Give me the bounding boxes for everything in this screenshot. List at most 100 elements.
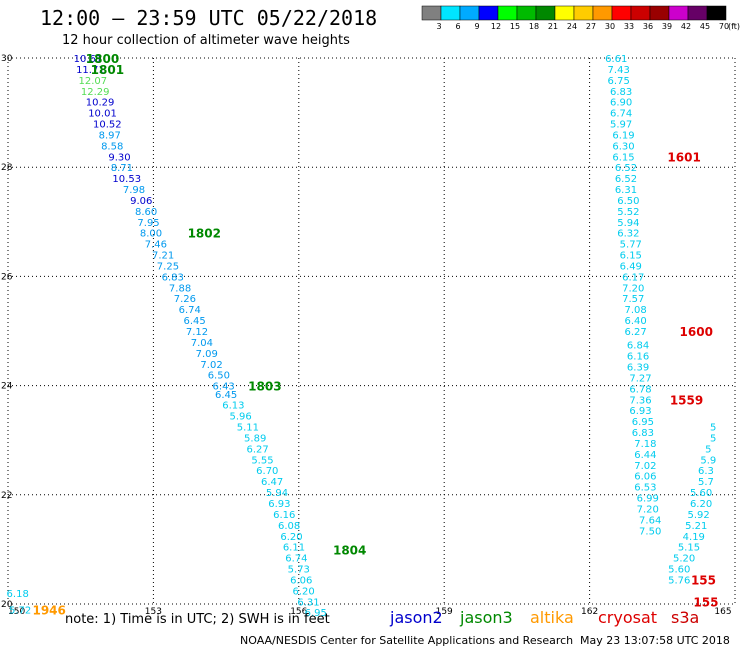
wave-height-point: 6.20 bbox=[293, 586, 315, 597]
pass-time-label: 155 bbox=[691, 573, 716, 587]
color-scale-label: 3 bbox=[436, 22, 441, 31]
wave-height-point: 6.16 bbox=[273, 510, 295, 521]
color-swatch bbox=[573, 5, 594, 21]
wave-height-point: 5 bbox=[710, 423, 716, 434]
color-scale-label: 42 bbox=[681, 22, 691, 31]
wave-height-point: 6.45 bbox=[183, 316, 205, 327]
wave-height-point: 10.29 bbox=[86, 98, 115, 109]
wave-height-point: 6.27 bbox=[625, 327, 647, 338]
wave-height-point: 8.00 bbox=[140, 229, 162, 240]
wave-height-point: 5.20 bbox=[673, 554, 695, 565]
color-scale-label: 9 bbox=[474, 22, 479, 31]
wave-height-point: 6.13 bbox=[222, 401, 244, 412]
wave-height-point: 6.83 bbox=[162, 272, 184, 283]
wave-height-point: 10.01 bbox=[88, 109, 117, 120]
x-tick-label: 150 bbox=[8, 607, 25, 617]
pass-time-label: 155 bbox=[693, 595, 718, 609]
y-tick-label: 24 bbox=[1, 382, 13, 392]
wave-height-point: 7.20 bbox=[622, 283, 644, 294]
wave-height-point: 10.52 bbox=[93, 120, 122, 131]
satellite-legend-altika: altika bbox=[530, 608, 574, 627]
pass-time-label: 1946 bbox=[32, 603, 65, 617]
wave-height-point: 7.46 bbox=[145, 240, 167, 251]
pass-time-label: 1800 bbox=[86, 52, 119, 66]
wave-height-point: 6.44 bbox=[634, 450, 656, 461]
wave-height-point: 10.53 bbox=[112, 174, 141, 185]
wave-height-point: 5.9 bbox=[700, 455, 716, 466]
x-tick-label: 162 bbox=[581, 607, 598, 617]
color-swatch bbox=[535, 5, 556, 21]
color-swatch bbox=[440, 5, 461, 21]
wave-height-point: 6.27 bbox=[246, 444, 268, 455]
wave-height-labels: 10.6111.7112.0712.2910.2910.0110.528.978… bbox=[7, 54, 717, 619]
wave-height-point: 5.72 bbox=[9, 605, 31, 616]
wave-height-point: 6.83 bbox=[610, 87, 632, 98]
wave-height-point: 6.19 bbox=[612, 130, 634, 141]
wave-height-point: 9.30 bbox=[108, 152, 130, 163]
wave-height-point: 5.76 bbox=[668, 575, 690, 586]
x-tick-label: 159 bbox=[436, 607, 453, 617]
wave-height-point: 5.11 bbox=[237, 423, 259, 434]
wave-height-point: 5.73 bbox=[288, 565, 310, 576]
color-scale-label: 45 bbox=[700, 22, 710, 31]
wave-height-point: 7.02 bbox=[200, 360, 222, 371]
wave-height-point: 5.94 bbox=[617, 218, 639, 229]
footer-note: note: 1) Time is in UTC; 2) SWH is in fe… bbox=[65, 612, 330, 627]
wave-height-point: 5.52 bbox=[617, 207, 639, 218]
wave-height-point: 6.99 bbox=[637, 494, 659, 505]
wave-height-point: 7.27 bbox=[629, 373, 651, 384]
wave-height-point: 6.49 bbox=[620, 261, 642, 272]
satellite-legend-cryosat: cryosat bbox=[598, 608, 658, 627]
y-tick-label: 22 bbox=[1, 491, 12, 501]
wave-height-point: 6.84 bbox=[627, 341, 649, 352]
color-scale-unit: (ft) bbox=[728, 22, 740, 31]
wave-height-point: 9.06 bbox=[130, 196, 152, 207]
wave-height-point: 6.93 bbox=[629, 406, 651, 417]
wave-height-point: 6.50 bbox=[208, 371, 230, 382]
wave-height-point: 5 bbox=[705, 444, 711, 455]
color-scale-label: 18 bbox=[529, 22, 539, 31]
y-tick-label: 30 bbox=[1, 54, 13, 64]
x-tick-label: 165 bbox=[714, 607, 731, 617]
wave-height-point: 6.40 bbox=[625, 316, 647, 327]
satellite-legend-s3a: s3a bbox=[671, 608, 700, 627]
wave-height-point: 6.74 bbox=[179, 305, 201, 316]
wave-height-point: 7.26 bbox=[174, 294, 196, 305]
color-swatch bbox=[421, 5, 442, 21]
pass-time-label: 1801 bbox=[91, 63, 124, 77]
page-title: 12:00 – 23:59 UTC 05/22/2018 bbox=[40, 6, 378, 30]
wave-height-point: 7.09 bbox=[196, 349, 218, 360]
color-scale-label: 30 bbox=[605, 22, 615, 31]
wave-height-point: 6.50 bbox=[617, 196, 639, 207]
wave-height-point: 8.97 bbox=[99, 130, 121, 141]
color-swatch bbox=[478, 5, 499, 21]
wave-height-point: 4.19 bbox=[683, 532, 705, 543]
wave-height-point: 12.29 bbox=[81, 87, 110, 98]
color-scale-label: 33 bbox=[624, 22, 634, 31]
wave-height-point: 5 bbox=[710, 433, 716, 444]
color-scale-label: 24 bbox=[567, 22, 577, 31]
wave-height-point: 6.31 bbox=[297, 597, 319, 608]
wave-height-point: 6.08 bbox=[278, 521, 300, 532]
color-scale-label: 12 bbox=[491, 22, 501, 31]
wave-height-point: 7.04 bbox=[191, 338, 213, 349]
wave-height-point: 7.08 bbox=[625, 305, 647, 316]
wave-height-point: 6.83 bbox=[632, 428, 654, 439]
wave-height-point: 7.95 bbox=[137, 218, 159, 229]
color-scale-label: 21 bbox=[548, 22, 558, 31]
wave-height-point: 6.18 bbox=[7, 589, 29, 600]
wave-height-point: 6.15 bbox=[620, 251, 642, 262]
color-scale-label: 39 bbox=[662, 22, 672, 31]
page-subtitle: 12 hour collection of altimeter wave hei… bbox=[62, 33, 350, 48]
wave-height-point: 7.20 bbox=[637, 504, 659, 515]
color-swatch bbox=[687, 5, 708, 21]
color-swatch bbox=[706, 5, 727, 21]
wave-height-point: 6.11 bbox=[283, 543, 305, 554]
color-swatch bbox=[516, 5, 537, 21]
wave-height-point: 6.20 bbox=[690, 499, 712, 510]
wave-height-point: 5.97 bbox=[610, 120, 632, 131]
wave-height-point: 6.30 bbox=[612, 141, 634, 152]
wave-height-point: 6.06 bbox=[634, 472, 656, 483]
